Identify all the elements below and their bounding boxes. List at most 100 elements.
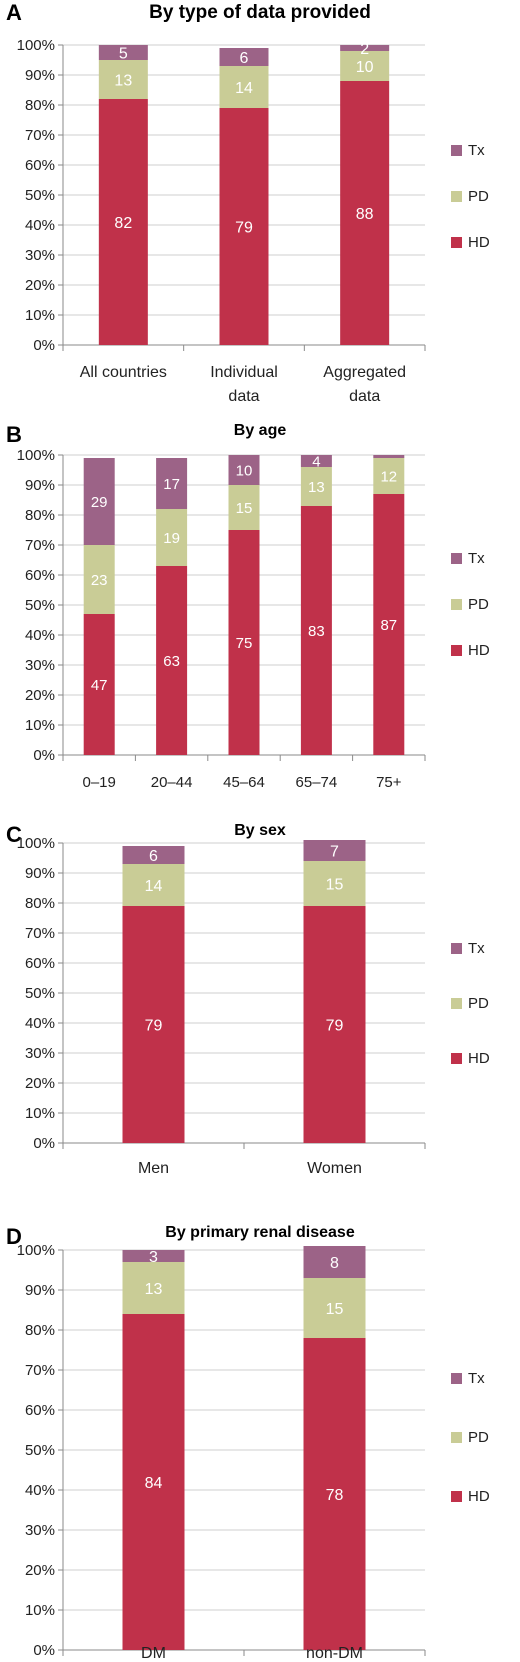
data-label: 79 (235, 219, 253, 236)
bar-segment-tx (303, 840, 366, 861)
data-label: 3 (149, 1249, 158, 1266)
bar-segment-hd (300, 506, 332, 755)
y-tick-label: 10% (25, 1602, 55, 1619)
stacked-bar-chart-a: 0% 10% 20% 30% 40% 50% 60% 70% 80% 90% 100% 82 13 5 Al… (17, 37, 490, 405)
legend-swatch (451, 145, 462, 156)
data-label: 29 (91, 494, 108, 511)
legend-swatch (451, 1373, 462, 1384)
y-tick-label: 80% (25, 1322, 55, 1339)
data-label: 75 (236, 635, 253, 652)
bar-segment-pd (219, 66, 269, 108)
legend-swatch (451, 1053, 462, 1064)
bar-segment-pd (300, 467, 332, 506)
data-label: 47 (91, 677, 108, 694)
legend-label: PD (468, 596, 489, 613)
data-label: 83 (308, 623, 325, 640)
y-tick-label: 60% (25, 567, 55, 584)
y-tick-label: 90% (25, 1282, 55, 1299)
data-label: 19 (163, 530, 180, 547)
x-tick-label: 75+ (376, 774, 402, 791)
y-tick-label: 20% (25, 687, 55, 704)
y-tick-label: 30% (25, 1045, 55, 1062)
legend-swatch (451, 998, 462, 1009)
y-tick-label: 70% (25, 925, 55, 942)
legend-swatch (451, 1432, 462, 1443)
bar-segment-hd (98, 99, 148, 345)
panel-letter: B (6, 422, 22, 447)
data-label: 84 (145, 1475, 163, 1492)
bar-segment-hd (303, 1338, 366, 1650)
x-tick-label: Individual (210, 364, 278, 381)
y-tick-label: 40% (25, 1015, 55, 1032)
y-tick-label: 20% (25, 1075, 55, 1092)
legend-label: PD (468, 995, 489, 1012)
data-label: 13 (145, 1281, 163, 1298)
y-tick-label: 10% (25, 307, 55, 324)
legend-label: HD (468, 234, 490, 251)
y-tick-label: 40% (25, 1482, 55, 1499)
chart-title: By sex (234, 822, 286, 839)
chart-title: By type of data provided (149, 2, 371, 23)
data-label: 14 (145, 878, 163, 895)
legend-swatch (451, 599, 462, 610)
bar-segment-pd (340, 51, 390, 81)
y-tick-label: 90% (25, 67, 55, 84)
data-label: 2 (360, 41, 369, 58)
bar-segment-pd (228, 485, 260, 530)
data-label: 17 (163, 476, 180, 493)
data-label: 15 (326, 876, 344, 893)
bar-segment-tx (373, 455, 405, 458)
x-tick-label: 65–74 (296, 774, 338, 791)
panel-letter: C (6, 822, 22, 847)
legend-label: Tx (468, 550, 485, 567)
bar-segment-pd (303, 861, 366, 906)
panel-c: C By sex 0% 10% 20% 30% 40% 50% 60% 70% 80% 90% 10… (0, 810, 520, 1210)
bar-segment-hd (373, 494, 405, 755)
bar-segment-tx (122, 1250, 185, 1262)
data-label: 13 (114, 72, 132, 89)
bar-segment-hd (83, 614, 115, 755)
y-tick-label: 100% (17, 835, 55, 852)
y-tick-label: 70% (25, 537, 55, 554)
data-label: 15 (236, 500, 253, 517)
bar-segment-pd (373, 458, 405, 494)
bar-segment-hd (156, 566, 188, 755)
legend-label: PD (468, 188, 489, 205)
legend-swatch (451, 1491, 462, 1502)
bar-segment-tx (122, 846, 185, 864)
data-label: 79 (326, 1017, 344, 1034)
stacked-bar-chart-c: 0% 10% 20% 30% 40% 50% 60% 70% 80% 90% 100% 79 14 6 Me… (17, 835, 490, 1177)
data-label: 13 (308, 479, 325, 496)
bar-segment-hd (122, 1314, 185, 1650)
bar-segment-pd (83, 545, 115, 614)
legend-label: Tx (468, 940, 485, 957)
data-label: 79 (145, 1017, 163, 1034)
x-tick-label: non-DM (306, 1645, 363, 1662)
legend-label: PD (468, 1429, 489, 1446)
legend-swatch (451, 237, 462, 248)
y-tick-label: 30% (25, 247, 55, 264)
x-tick-label: 45–64 (223, 774, 265, 791)
y-tick-label: 20% (25, 1562, 55, 1579)
y-tick-label: 80% (25, 507, 55, 524)
stacked-bar-chart-d: 0% 10% 20% 30% 40% 50% 60% 70% 80% 90% 100% 84 13 3 DM… (17, 1242, 490, 1662)
data-label: 4 (312, 453, 320, 470)
y-tick-label: 80% (25, 97, 55, 114)
panel-letter: A (6, 0, 22, 25)
bar-segment-tx (228, 455, 260, 485)
bar-segment-tx (83, 458, 115, 545)
legend-label: Tx (468, 1370, 485, 1387)
bar-segment-tx (303, 1246, 366, 1278)
x-tick-label: data (228, 388, 259, 405)
bar-segment-pd (303, 1278, 366, 1338)
legend-swatch (451, 943, 462, 954)
x-tick-label: Women (307, 1160, 362, 1177)
y-tick-label: 10% (25, 1105, 55, 1122)
y-tick-label: 0% (33, 747, 55, 764)
y-tick-label: 40% (25, 627, 55, 644)
y-tick-label: 60% (25, 955, 55, 972)
panel-d: D By primary renal disease 0% 10% 20% 30% 40… (0, 1210, 520, 1662)
data-label: 15 (326, 1301, 344, 1318)
y-tick-label: 100% (17, 1242, 55, 1259)
x-tick-label: DM (141, 1645, 166, 1662)
